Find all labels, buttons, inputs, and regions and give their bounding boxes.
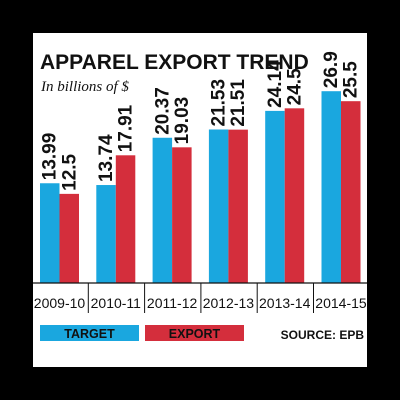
bar-export-2009-10 xyxy=(59,193,79,283)
chart-canvas: APPAREL EXPORT TREND In billions of $ 13… xyxy=(33,33,367,367)
legend: TARGET EXPORT xyxy=(40,325,244,341)
x-tick-2014-15: 2014-15 xyxy=(315,295,367,311)
value-label-target-2010-11: 13.74 xyxy=(96,134,117,182)
value-label-export-2009-10: 12.5 xyxy=(59,153,80,190)
source-note: SOURCE: EPB xyxy=(281,328,365,342)
bar-export-2014-15 xyxy=(341,101,361,283)
bar-target-2010-11 xyxy=(96,185,116,283)
x-tick-2013-14: 2013-14 xyxy=(259,295,311,311)
value-label-export-2011-12: 19.03 xyxy=(172,97,193,145)
bar-export-2012-13 xyxy=(228,129,248,283)
bar-target-2011-12 xyxy=(152,137,173,283)
chart-title: APPAREL EXPORT TREND xyxy=(40,51,309,74)
value-label-target-2012-13: 21.53 xyxy=(209,79,230,127)
legend-swatch-target xyxy=(40,325,139,341)
bar-export-2011-12 xyxy=(172,147,192,283)
legend-label-export: EXPORT xyxy=(169,327,221,341)
x-tick-2012-13: 2012-13 xyxy=(203,295,255,311)
x-tick-2011-12: 2011-12 xyxy=(147,295,198,311)
bar-target-2012-13 xyxy=(208,129,229,283)
bar-target-2013-14 xyxy=(265,110,285,283)
x-tick-2010-11: 2010-11 xyxy=(91,295,142,311)
chart-subtitle: In billions of $ xyxy=(40,79,129,95)
legend-label-target: TARGET xyxy=(64,327,115,341)
x-tick-2009-10: 2009-10 xyxy=(34,295,86,311)
bar-export-2013-14 xyxy=(284,108,305,283)
bar-target-2009-10 xyxy=(40,183,60,283)
bar-target-2014-15 xyxy=(321,91,341,283)
value-label-export-2010-11: 17.91 xyxy=(116,104,137,152)
bars-group xyxy=(40,91,361,283)
value-label-export-2013-14: 24.5 xyxy=(284,68,305,105)
value-label-export-2012-13: 21.51 xyxy=(228,79,249,127)
legend-swatch-export xyxy=(145,325,244,341)
value-label-export-2014-15: 25.5 xyxy=(341,61,362,98)
x-tick-labels-group: 2009-10 2010-11 2011-12 2012-13 2013-14 2014-… xyxy=(34,283,367,313)
value-label-target-2011-12: 20.37 xyxy=(152,87,173,135)
bar-export-2010-11 xyxy=(115,155,136,283)
value-label-target-2009-10: 13.99 xyxy=(40,133,61,181)
value-label-target-2014-15: 26.9 xyxy=(321,51,342,88)
chart-svg: APPAREL EXPORT TREND In billions of $ 13… xyxy=(33,51,367,342)
value-label-target-2013-14: 24.14 xyxy=(265,60,286,108)
